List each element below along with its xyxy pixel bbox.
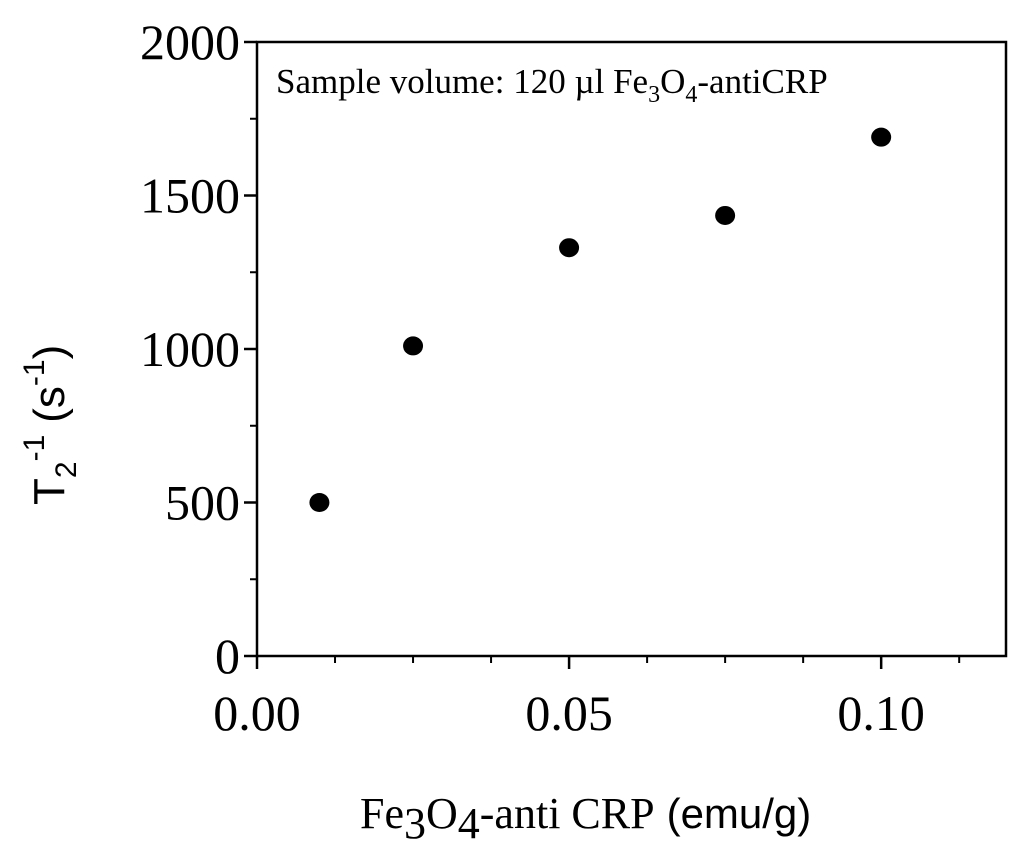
scatter-points (309, 127, 892, 512)
plot-frame (255, 40, 1008, 658)
data-point (403, 336, 424, 356)
x-tick-label: 0.00 (213, 685, 301, 741)
y-axis-label: T2-1(s-1) (18, 345, 83, 505)
axis-ticks (244, 40, 961, 669)
y-tick-label: 2000 (140, 14, 240, 70)
data-point (715, 205, 736, 225)
sample-annotation: Sample volume: 120 µl Fe3O4-antiCRP (276, 62, 828, 108)
data-point (309, 493, 330, 512)
data-point (871, 127, 892, 147)
x-tick-label: 0.10 (837, 685, 925, 741)
x-tick-label: 0.05 (525, 685, 613, 741)
y-tick-label: 1500 (140, 168, 240, 224)
y-tick-label: 0 (215, 628, 240, 684)
y-tick-label: 500 (165, 475, 240, 531)
x-axis-label: Fe3O4-anti CRP (emu/g) (360, 789, 811, 848)
axis-tick-labels: 0.00 0.05 0.10 0 500 1000 1500 2000 (140, 14, 925, 741)
y-tick-label: 1000 (140, 321, 240, 377)
data-point (559, 238, 580, 258)
